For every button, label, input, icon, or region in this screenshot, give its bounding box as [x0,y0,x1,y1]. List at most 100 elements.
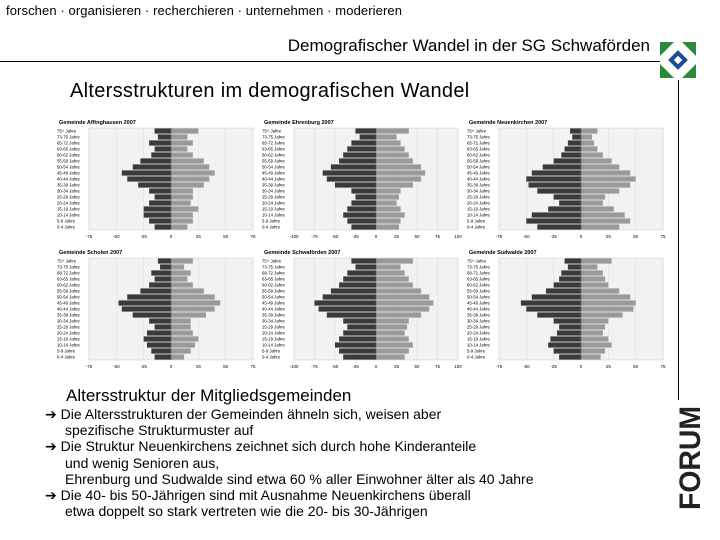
bar-female [376,200,397,206]
bar-female [581,306,634,312]
bar-female [171,300,221,306]
age-label: 75+ Jahre [262,129,282,134]
bar-female [376,270,405,276]
age-label: 45-49 Jahre [467,171,491,176]
x-tick-label: 25 [196,234,202,239]
x-tick-label: -25 [550,364,557,369]
bar-male [335,182,376,188]
bar-male [127,176,171,182]
bar-female [171,224,188,230]
bar-male [149,218,171,224]
x-tick-label: -75 [311,364,318,369]
x-tick-label: -50 [113,234,120,239]
bar-male [347,146,376,152]
bar-female [376,164,422,170]
chart-title: Gemeinde Sudwalde 2007 [469,250,537,256]
x-tick-label: -100 [289,234,299,239]
bar-male [548,206,581,212]
bar-female [376,330,405,336]
age-label: 20-24 Jahre [262,201,286,206]
subtitle-rule [0,61,660,62]
x-tick-label: 50 [414,364,420,369]
x-tick-label: 25 [196,364,202,369]
x-tick-label: -25 [352,364,359,369]
arrow-right-icon: ➔ [45,406,57,422]
bar-female [581,134,592,140]
bar-female [581,258,612,264]
bar-male [154,224,171,230]
age-label: 50-54 Jahre [57,165,81,170]
bar-male [559,354,581,360]
age-label: 25-29 Jahre [467,195,491,200]
age-label: 50-54 Jahre [57,295,81,300]
bar-male [127,294,171,300]
bar-female [581,182,631,188]
bar-male [567,140,581,146]
bar-female [376,348,409,354]
forum-wordmark-text: FORUM [674,406,707,510]
bar-male [330,164,376,170]
age-label: 40-44 Jahre [467,177,491,182]
bar-female [171,288,204,294]
bar-male [359,134,376,140]
bar-male [343,152,376,158]
age-label: 40-44 Jahre [57,177,81,182]
bar-male [146,330,171,336]
age-label: 60-62 Jahre [467,153,491,158]
age-label: 55-59 Jahre [467,159,491,164]
bar-male [314,300,376,306]
bar-male [553,348,581,354]
age-label: 50-54 Jahre [467,295,491,300]
section-heading: Altersstruktur der Mitgliedsgemeinden [66,386,352,405]
bullet-line: Die Altersstrukturen der Gemeinden ähnel… [60,406,442,422]
bar-male [351,224,376,230]
bar-male [318,306,376,312]
bar-female [376,300,434,306]
bar-male [553,158,581,164]
bar-female [581,270,603,276]
age-label: 60-62 Jahre [262,283,286,288]
age-label: 35-39 Jahre [57,313,81,318]
bar-male [351,188,376,194]
bar-female [376,194,399,200]
age-label: 40-44 Jahre [467,307,491,312]
age-label: 55-59 Jahre [57,159,81,164]
age-label: 68-72 Jahre [467,271,491,276]
bar-male [140,288,171,294]
x-tick-label: 25 [606,234,612,239]
bar-male [118,300,171,306]
bar-female [376,318,409,324]
bar-male [537,188,581,194]
bar-female [376,224,399,230]
age-label: 15-19 Jahre [262,337,286,342]
bar-female [171,336,199,342]
bar-female [581,158,612,164]
bullet-line: Die 40- bis 50-Jährigen sind mit Ausnahm… [60,487,471,504]
bar-male [151,348,171,354]
x-tick-label: 50 [223,364,229,369]
x-tick-label: 100 [454,234,462,239]
age-label: 10-14 Jahre [467,343,491,348]
bar-female [171,146,188,152]
bar-female [581,300,636,306]
bar-male [567,264,581,270]
bullet-line: Ehrenburg und Sudwalde sind etwa 60 % al… [65,470,534,487]
bar-male [121,306,171,312]
x-tick-label: 75 [660,234,666,239]
age-label: 45-49 Jahre [262,301,286,306]
bar-male [531,294,581,300]
age-label: 30-34 Jahre [262,319,286,324]
bar-female [376,182,413,188]
bullet-list: ➔ Die Altersstrukturen der Gemeinden ähn… [45,406,534,519]
bar-male [149,200,171,206]
age-label: 0-4 Jahre [467,355,486,360]
age-label: 75+ Jahre [57,259,77,264]
bar-female [376,134,397,140]
arrow-right-icon: ➔ [45,487,57,504]
bar-female [581,164,620,170]
bar-male [559,276,581,282]
bar-male [526,306,581,312]
bar-female [581,348,606,354]
bar-female [581,140,595,146]
forum-logo-icon [660,42,696,78]
